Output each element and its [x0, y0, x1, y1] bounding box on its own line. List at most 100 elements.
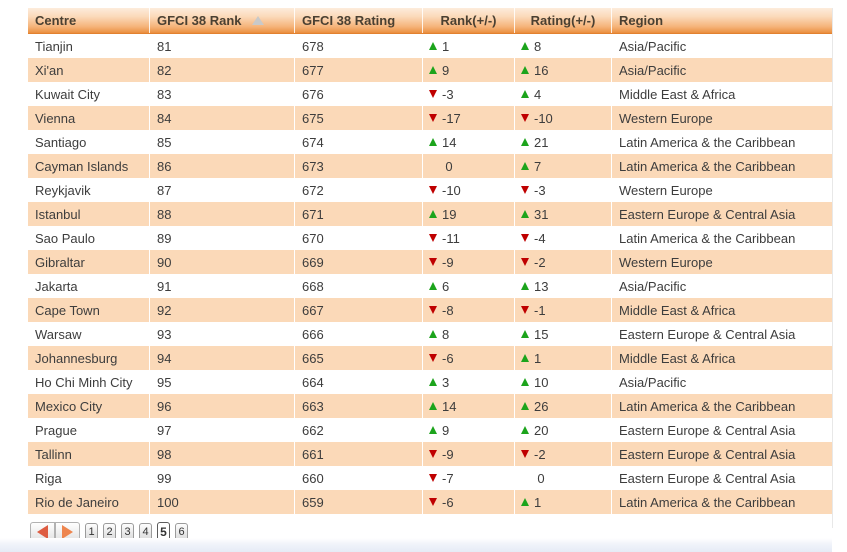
centre-cell: Jakarta — [28, 274, 150, 298]
table-row: Mexico City 96 663 14 26 Latin America & the … — [28, 394, 832, 418]
arrow-down-icon — [429, 114, 437, 122]
change-value: 0 — [537, 470, 545, 486]
change-value: -1 — [534, 302, 546, 318]
rank-cell: 87 — [150, 178, 295, 202]
change-value: 4 — [534, 86, 542, 102]
change-value: -11 — [442, 230, 460, 246]
rating-cell: 659 — [295, 490, 423, 514]
table-row: Gibraltar 90 669 -9 -2 Western Europe — [28, 250, 832, 274]
arrow-down-icon — [521, 306, 529, 314]
change-value: 26 — [534, 398, 549, 414]
centre-cell: Tianjin — [28, 34, 150, 58]
column-header-gfci-38-rating[interactable]: GFCI 38 Rating — [295, 8, 423, 33]
arrow-down-icon — [521, 234, 529, 242]
page-button-1[interactable]: 1 — [85, 523, 98, 541]
arrow-slot — [521, 282, 534, 290]
rating-cell: 672 — [295, 178, 423, 202]
rating-change-cell: 13 — [515, 274, 612, 298]
rating-cell: 669 — [295, 250, 423, 274]
change-value: 10 — [534, 374, 549, 390]
centre-cell: Xi'an — [28, 58, 150, 82]
rating-change-cell: 15 — [515, 322, 612, 346]
page-button-6[interactable]: 6 — [175, 523, 188, 541]
change-value: -4 — [534, 230, 546, 246]
arrow-slot — [429, 354, 442, 362]
rating-change-cell: 31 — [515, 202, 612, 226]
column-header-gfci-38-rank[interactable]: GFCI 38 Rank — [150, 8, 295, 33]
arrow-down-icon — [429, 354, 437, 362]
change-value: 9 — [442, 422, 450, 438]
rank-change-cell: 14 — [423, 394, 515, 418]
rank-cell: 95 — [150, 370, 295, 394]
page-bottom-strip — [0, 538, 832, 552]
arrow-slot — [429, 210, 442, 218]
column-header-rating-[interactable]: Rating(+/-) — [515, 8, 612, 33]
rating-change-cell: 20 — [515, 418, 612, 442]
table-row: Xi'an 82 677 9 16 Asia/Pacific — [28, 58, 832, 82]
rating-change-cell: 0 — [515, 466, 612, 490]
rating-cell: 675 — [295, 106, 423, 130]
table-row: Santiago 85 674 14 21 Latin America & the Car… — [28, 130, 832, 154]
rating-cell: 667 — [295, 298, 423, 322]
rating-change-cell: 16 — [515, 58, 612, 82]
arrow-slot — [429, 42, 442, 50]
rank-change-cell: -17 — [423, 106, 515, 130]
arrow-slot — [429, 138, 442, 146]
change-value: 16 — [534, 62, 549, 78]
page-button-5[interactable]: 5 — [157, 522, 170, 542]
arrow-slot — [521, 42, 534, 50]
rank-cell: 100 — [150, 490, 295, 514]
region-cell: Western Europe — [619, 182, 713, 198]
change-value: 3 — [442, 374, 450, 390]
rank-cell: 85 — [150, 130, 295, 154]
change-value: -9 — [442, 446, 454, 462]
rating-cell: 676 — [295, 82, 423, 106]
arrow-slot — [429, 234, 442, 242]
column-header-label: Rating(+/-) — [530, 13, 596, 28]
change-value: -8 — [442, 302, 454, 318]
region-cell: Asia/Pacific — [619, 38, 687, 54]
column-header-region[interactable]: Region — [612, 8, 832, 33]
table-right-border — [832, 8, 833, 528]
arrow-up-icon — [429, 378, 437, 386]
table-row: Istanbul 88 671 19 31 Eastern Europe & Centra… — [28, 202, 832, 226]
arrow-down-icon — [429, 498, 437, 506]
region-cell: Latin America & the Caribbean — [619, 398, 796, 414]
centre-cell: Ho Chi Minh City — [28, 370, 150, 394]
rank-cell: 82 — [150, 58, 295, 82]
rating-cell: 663 — [295, 394, 423, 418]
change-value: -10 — [534, 110, 553, 126]
centre-cell: Warsaw — [28, 322, 150, 346]
region-cell: Latin America & the Caribbean — [619, 158, 796, 174]
arrow-up-icon — [429, 402, 437, 410]
arrow-slot — [429, 306, 442, 314]
region-cell: Western Europe — [619, 254, 713, 270]
centre-cell: Mexico City — [28, 394, 150, 418]
arrow-slot — [429, 66, 442, 74]
column-header-centre[interactable]: Centre — [28, 8, 150, 33]
centre-cell: Reykjavik — [28, 178, 150, 202]
rank-change-cell: 9 — [423, 418, 515, 442]
arrow-up-icon — [521, 138, 529, 146]
next-page-icon — [62, 525, 73, 539]
arrow-down-icon — [429, 306, 437, 314]
rank-change-cell: -7 — [423, 466, 515, 490]
rank-change-cell: 8 — [423, 322, 515, 346]
arrow-up-icon — [521, 282, 529, 290]
column-header-rank-[interactable]: Rank(+/-) — [423, 8, 515, 33]
arrow-up-icon — [521, 354, 529, 362]
table-row: Vienna 84 675 -17 -10 Western Europe — [28, 106, 832, 130]
rank-change-cell: -9 — [423, 250, 515, 274]
arrow-slot — [521, 114, 534, 122]
rank-cell: 89 — [150, 226, 295, 250]
arrow-down-icon — [429, 258, 437, 266]
rank-cell: 88 — [150, 202, 295, 226]
arrow-slot — [429, 402, 442, 410]
column-header-label: GFCI 38 Rating — [302, 13, 396, 28]
rating-cell: 661 — [295, 442, 423, 466]
next-page-button[interactable] — [55, 522, 80, 542]
arrow-slot — [429, 498, 442, 506]
change-value: -9 — [442, 254, 454, 270]
region-cell: Latin America & the Caribbean — [619, 494, 796, 510]
arrow-up-icon — [521, 330, 529, 338]
